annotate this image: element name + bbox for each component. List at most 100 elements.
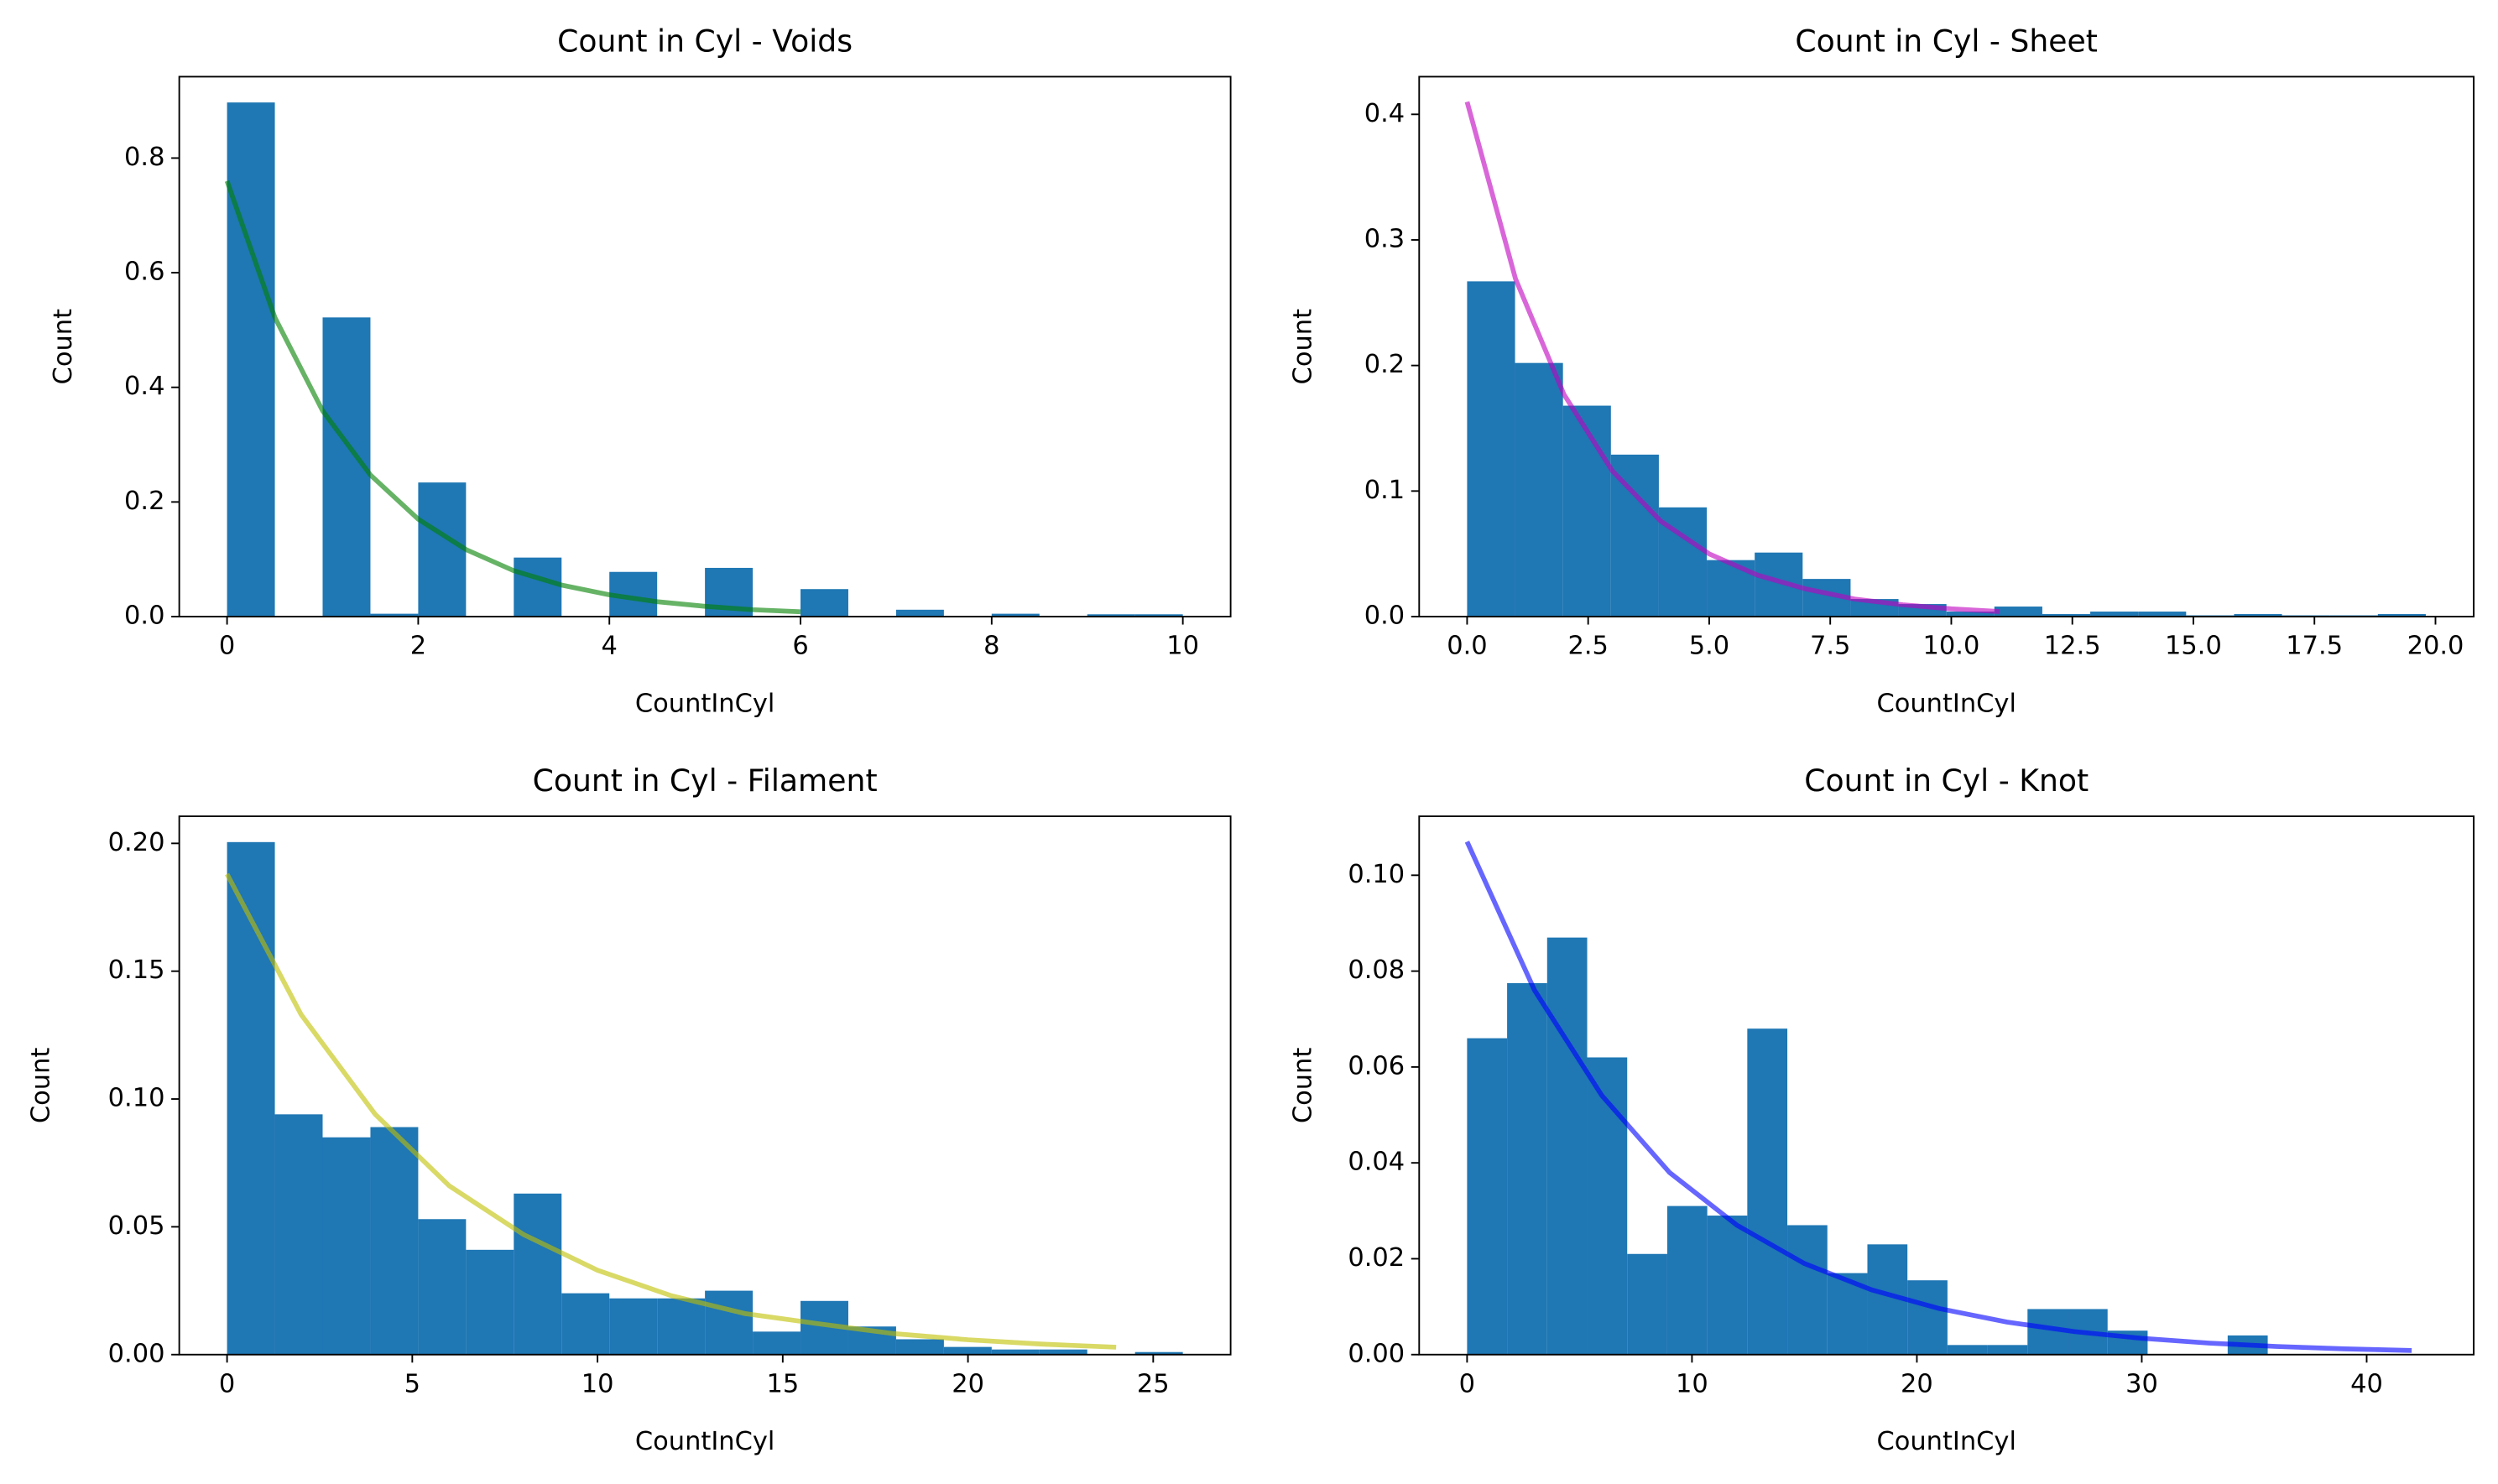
histogram-bar (609, 1298, 658, 1355)
x-tick-label: 10.0 (1923, 632, 1980, 661)
fit-curve (224, 180, 801, 615)
histogram-bar (991, 613, 1040, 617)
y-tick-label: 0.8 (124, 143, 164, 172)
axes-frame (178, 815, 1232, 1356)
histogram-bar (2042, 614, 2091, 617)
histogram-bar (1039, 1349, 1087, 1355)
histogram-bar (2377, 614, 2426, 617)
histogram-bar (418, 482, 467, 617)
x-tick-label: 20 (952, 1369, 984, 1398)
histogram-bar (418, 1219, 467, 1355)
x-tick-label: 10 (1166, 632, 1199, 661)
histogram-bar (2138, 612, 2187, 617)
axes-frame (178, 76, 1232, 617)
x-tick-label: 0 (219, 1369, 235, 1398)
x-tick-label: 20.0 (2407, 632, 2464, 661)
histogram-bar (753, 1331, 801, 1355)
fit-curve (225, 872, 1117, 1350)
axes-frame (1418, 815, 2475, 1356)
histogram-bar (1467, 281, 1515, 617)
x-axis-label: CountInCyl (1876, 1427, 2016, 1456)
histogram-bar (801, 589, 848, 617)
x-tick-label: 10 (581, 1369, 614, 1398)
y-tick-label: 0.6 (124, 258, 164, 287)
fit-curve (1464, 841, 2412, 1353)
y-tick-label: 0.10 (1348, 860, 1405, 889)
x-tick-label: 12.5 (2044, 632, 2101, 661)
histogram-bar (1627, 1253, 1667, 1355)
y-tick-label: 0.02 (1348, 1243, 1405, 1273)
y-axis-label: Count (49, 309, 78, 384)
y-tick-label: 0.3 (1364, 224, 1405, 253)
histogram-bar (1134, 614, 1183, 617)
x-tick-label: 40 (2350, 1369, 2383, 1398)
histogram-bar (1515, 362, 1563, 617)
x-tick-label: 4 (602, 632, 618, 661)
y-tick-label: 0.05 (108, 1211, 165, 1241)
y-tick-label: 0.04 (1348, 1148, 1405, 1177)
histogram-bar (1546, 937, 1588, 1355)
histogram-bar (705, 1290, 754, 1355)
y-tick-label: 0.00 (1348, 1339, 1405, 1368)
fit-curve (1464, 101, 2000, 614)
histogram-bar (2090, 612, 2139, 617)
histogram-bar (657, 1298, 706, 1355)
histogram-bar (1987, 1345, 2028, 1355)
y-axis-label: Count (1289, 1048, 1318, 1123)
histogram-bar (1946, 612, 1995, 617)
histogram-bar (227, 841, 275, 1355)
histogram-bar (370, 1127, 419, 1355)
histogram-bar (1994, 607, 2042, 617)
chart-title: Count in Cyl - Filament (533, 763, 878, 799)
histogram-bar (514, 1193, 562, 1355)
histogram-bar (1666, 1205, 1708, 1355)
histogram-bar (466, 1249, 514, 1355)
x-tick-label: 5.0 (1689, 632, 1729, 661)
histogram-bar (1507, 982, 1547, 1355)
x-tick-label: 8 (983, 632, 999, 661)
y-axis-label: Count (1289, 309, 1318, 384)
y-tick-label: 0.08 (1348, 955, 1405, 985)
histogram-bar (1087, 614, 1135, 617)
histogram-bar (561, 1293, 610, 1355)
histogram-bar (943, 1346, 992, 1355)
histogram-bar (274, 1114, 323, 1355)
axes-frame (1418, 76, 2475, 617)
x-tick-label: 2 (410, 632, 426, 661)
x-tick-label: 7.5 (1810, 632, 1850, 661)
y-tick-label: 0.06 (1348, 1051, 1405, 1080)
x-tick-label: 17.5 (2286, 632, 2343, 661)
x-tick-label: 25 (1137, 1369, 1170, 1398)
y-tick-label: 0.2 (1364, 350, 1405, 379)
histogram-bar (1587, 1057, 1628, 1355)
x-tick-label: 15 (766, 1369, 799, 1398)
histogram-bar (1467, 1038, 1508, 1355)
y-tick-label: 0.1 (1364, 476, 1405, 505)
x-tick-label: 10 (1676, 1369, 1708, 1398)
histogram-bar (227, 102, 275, 617)
histogram-bar (1707, 1216, 1748, 1355)
y-tick-label: 0.0 (1364, 601, 1405, 631)
histogram-bar (1610, 454, 1659, 617)
y-tick-label: 0.20 (108, 828, 165, 857)
histogram-bar (1787, 1225, 1828, 1355)
x-tick-label: 0.0 (1447, 632, 1487, 661)
y-tick-label: 0.4 (124, 372, 164, 401)
y-tick-label: 0.00 (108, 1339, 165, 1368)
x-tick-label: 5 (404, 1369, 420, 1398)
x-axis-label: CountInCyl (635, 1427, 774, 1456)
y-tick-label: 0.10 (108, 1084, 165, 1113)
y-tick-label: 0.15 (108, 955, 165, 985)
y-tick-label: 0.2 (124, 487, 164, 516)
histogram-bar (514, 557, 562, 617)
x-tick-label: 30 (2125, 1369, 2158, 1398)
y-tick-label: 0.4 (1364, 99, 1405, 128)
histogram-bar (1134, 1351, 1183, 1355)
histogram-bar (322, 1137, 371, 1355)
histogram-bar (1947, 1345, 1988, 1355)
x-tick-label: 6 (792, 632, 808, 661)
x-axis-label: CountInCyl (1876, 689, 2016, 718)
histogram-bar (1907, 1280, 1948, 1355)
